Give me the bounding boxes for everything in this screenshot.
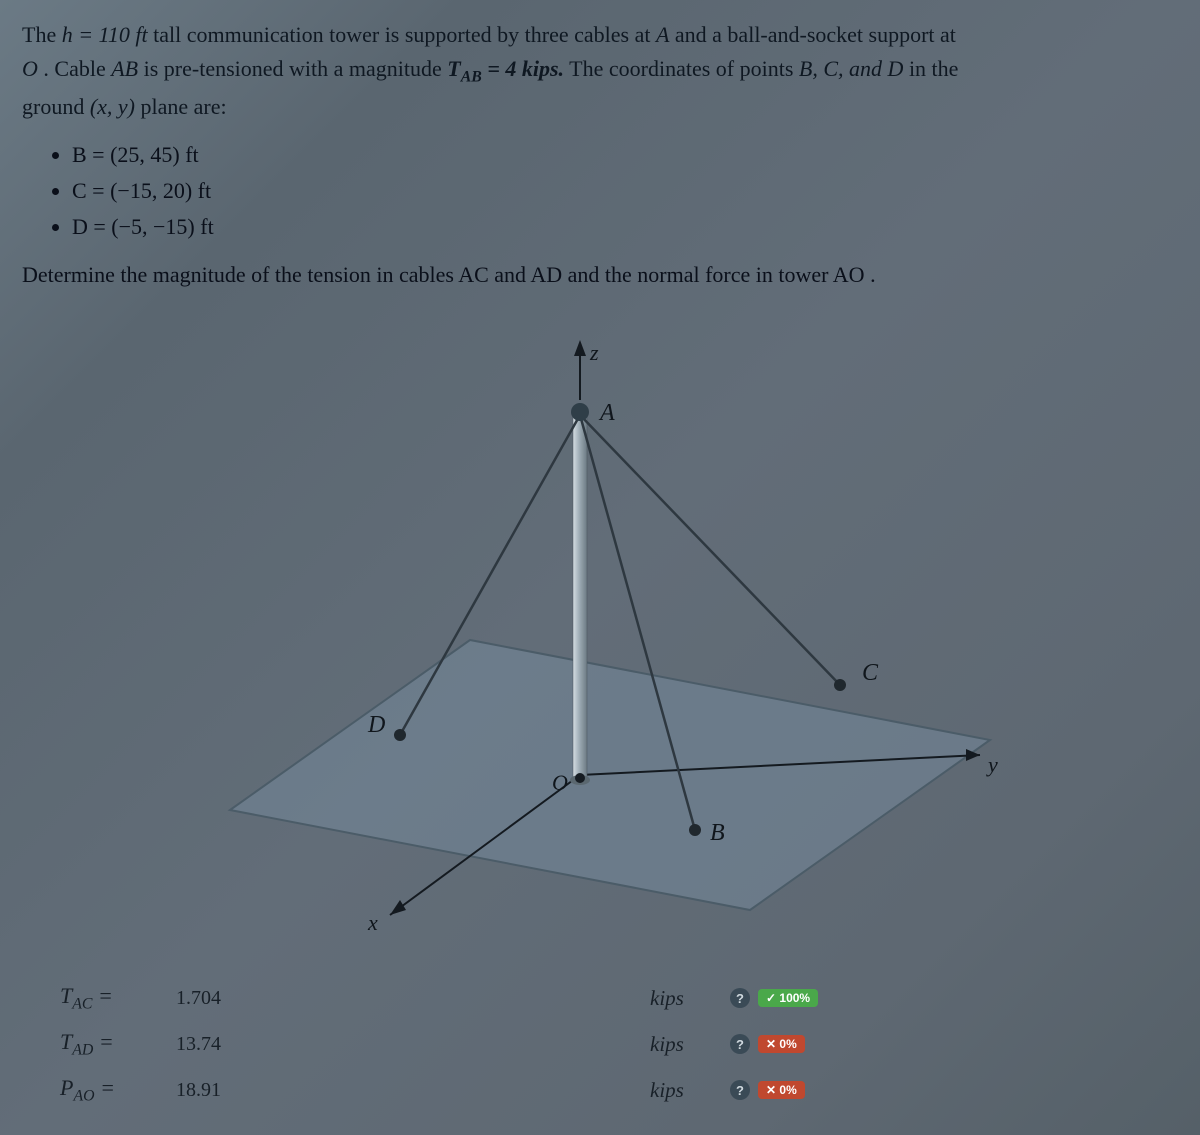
x-axis-arrow-icon <box>390 900 406 915</box>
text: Determine the <box>22 262 153 287</box>
help-icon[interactable]: ? <box>730 1080 750 1100</box>
cable-AC-line <box>580 415 840 685</box>
point-D-marker <box>394 729 406 741</box>
point-O-marker <box>575 773 585 783</box>
text: ground <box>22 94 90 119</box>
help-icon[interactable]: ? <box>730 988 750 1008</box>
text: and <box>494 262 530 287</box>
text: and a ball-and-socket support at <box>675 22 956 47</box>
point-C: C, <box>823 56 843 81</box>
xy-plane: (x, y) <box>90 94 135 119</box>
answers-block: TAC = 1.704 kips ? ✓ 100% TAD = 13.74 ki… <box>60 975 1140 1113</box>
problem-statement: The h = 110 ft tall communication tower … <box>22 18 1178 124</box>
cable-AC: AC <box>458 262 489 287</box>
O-label: O <box>552 770 568 795</box>
text: is pre-tensioned with a magnitude <box>144 56 448 81</box>
var-h: h <box>62 22 73 47</box>
text: The coordinates of points <box>569 56 799 81</box>
answer-unit-pao: kips <box>650 1078 730 1103</box>
var-Tab: TAB = 4 kips. <box>447 56 564 81</box>
y-label: y <box>986 752 998 777</box>
text: . Cable <box>43 56 111 81</box>
C-label: C <box>862 660 879 686</box>
point-C-marker <box>834 679 846 691</box>
answer-row-tac: TAC = 1.704 kips ? ✓ 100% <box>60 975 1140 1021</box>
text: plane are: <box>141 94 227 119</box>
text: . <box>870 262 876 287</box>
answer-unit-tad: kips <box>650 1032 730 1057</box>
text: of the tension in cables <box>251 262 458 287</box>
D-label: D <box>367 712 385 738</box>
grade-badge-pao: ✕ 0% <box>758 1081 805 1099</box>
cable-AD: AD <box>530 262 562 287</box>
cable-AB: AB <box>111 56 138 81</box>
help-icon[interactable]: ? <box>730 1034 750 1054</box>
val-h: = 110 ft <box>78 22 147 47</box>
answer-value-pao[interactable]: 18.91 <box>170 1079 650 1102</box>
grade-badge-tad: ✕ 0% <box>758 1035 805 1053</box>
tower-figure: z A C D O B y x <box>190 320 1010 960</box>
z-label: z <box>589 340 599 365</box>
answer-value-tad[interactable]: 13.74 <box>170 1033 650 1056</box>
point-B: B, <box>799 56 818 81</box>
answer-label-pao: PAO = <box>60 1075 170 1105</box>
text: tall communication tower is supported by… <box>153 22 656 47</box>
point-D: and D <box>849 56 903 81</box>
grade-badge-tac: ✓ 100% <box>758 989 818 1007</box>
x-label: x <box>367 910 378 935</box>
question-line: Determine the magnitude of the tension i… <box>22 258 1178 292</box>
answer-row-tad: TAD = 13.74 kips ? ✕ 0% <box>60 1021 1140 1067</box>
text: and the normal force in tower <box>568 262 833 287</box>
coordinate-list: B = (25, 45) ft C = (−15, 20) ft D = (−5… <box>72 138 1178 244</box>
coord-D: D = (−5, −15) ft <box>72 210 1178 244</box>
coord-C: C = (−15, 20) ft <box>72 174 1178 208</box>
point-A: A <box>656 22 669 47</box>
tower-body <box>573 410 587 780</box>
point-B-marker <box>689 824 701 836</box>
answer-unit-tac: kips <box>650 986 730 1011</box>
text: in the <box>909 56 959 81</box>
B-label: B <box>710 820 725 846</box>
tower-AO: AO <box>833 262 865 287</box>
magnitude-word: magnitude <box>153 262 246 287</box>
answer-label-tad: TAD = <box>60 1029 170 1059</box>
answer-row-pao: PAO = 18.91 kips ? ✕ 0% <box>60 1067 1140 1113</box>
point-A-marker <box>571 403 589 421</box>
coord-B: B = (25, 45) ft <box>72 138 1178 172</box>
text: The <box>22 22 62 47</box>
point-O: O <box>22 56 38 81</box>
z-axis-arrow-icon <box>574 340 586 356</box>
answer-label-tac: TAC = <box>60 983 170 1013</box>
answer-value-tac[interactable]: 1.704 <box>170 987 650 1010</box>
A-label: A <box>598 400 615 426</box>
